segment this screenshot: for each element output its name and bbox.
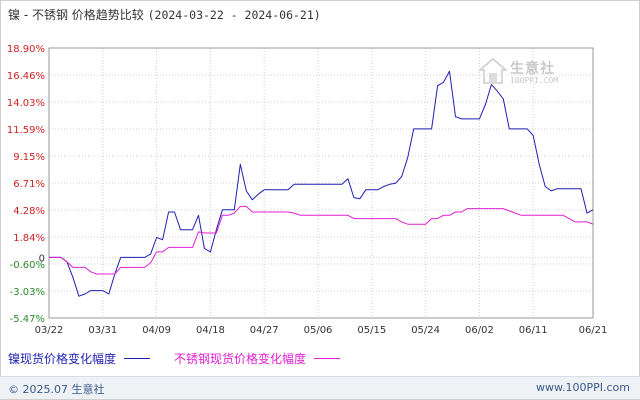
- y-tick-label: 14.03%: [7, 98, 45, 109]
- footer-site-link[interactable]: www.100PPI.com: [536, 381, 630, 394]
- footer-bar: © 2025.07 生意社 www.100PPI.com: [0, 376, 640, 399]
- y-tick-label: 1.84%: [13, 233, 45, 244]
- y-tick-label: 16.46%: [7, 71, 45, 82]
- series-line-nickel: [49, 70, 594, 297]
- chart-date-range: (2024-03-22 - 2024-06-21): [147, 8, 321, 22]
- x-axis-ticks: 03/22 03/31 04/09 04/18 04/27 05/06 05/15 05/24…: [35, 325, 608, 336]
- x-tick-label: 06/02: [465, 325, 494, 336]
- house-logo-icon: [478, 58, 508, 84]
- footer-copyright: © 2025.07 生意社: [8, 383, 105, 396]
- axes: [48, 47, 594, 319]
- plot-area-border: [48, 47, 594, 319]
- y-tick-label: 0: [39, 253, 45, 264]
- x-tick-label: 06/21: [579, 325, 608, 336]
- x-tick-label: 05/06: [304, 325, 333, 336]
- x-tick-label: 03/22: [35, 325, 64, 336]
- watermark-url: 100PPI.COM: [510, 76, 559, 85]
- chart-title-text: 镍 - 不锈钢 价格趋势比较: [8, 8, 144, 22]
- legend-swatch-nickel: [124, 357, 151, 359]
- series-lines: [49, 70, 594, 297]
- y-tick-label: -0.60%: [10, 260, 45, 271]
- grid-lines: [48, 47, 594, 319]
- y-axis-ticks: 18.90% 16.46% 14.03% 11.59% 9.15% 6.71% 4.28% 1…: [7, 44, 45, 325]
- watermark-logo: 生意社 100PPI.COM: [478, 54, 578, 94]
- watermark-text: 生意社: [510, 61, 555, 77]
- legend-item-stainless: 不锈钢现货价格变化幅度: [174, 350, 341, 367]
- y-tick-label: 6.71%: [13, 179, 45, 190]
- x-tick-label: 03/31: [88, 325, 117, 336]
- x-tick-label: 04/27: [250, 325, 279, 336]
- y-tick-label: 9.15%: [13, 152, 45, 163]
- legend-swatch-stainless: [314, 357, 341, 359]
- y-tick-label: 11.59%: [7, 125, 45, 136]
- x-tick-label: 05/15: [357, 325, 386, 336]
- x-tick-label: 04/18: [196, 325, 225, 336]
- legend: 镍现货价格变化幅度 不锈钢现货价格变化幅度: [8, 350, 354, 366]
- legend-label-nickel: 镍现货价格变化幅度: [8, 351, 117, 366]
- y-tick-label: -3.03%: [10, 287, 45, 298]
- x-tick-label: 04/09: [142, 325, 171, 336]
- legend-item-nickel: 镍现货价格变化幅度: [8, 350, 151, 367]
- y-tick-label: 18.90%: [7, 44, 45, 55]
- x-tick-label: 06/11: [519, 325, 548, 336]
- x-tick-label: 05/24: [411, 325, 440, 336]
- legend-label-stainless: 不锈钢现货价格变化幅度: [174, 351, 307, 366]
- y-tick-label: -5.47%: [10, 314, 45, 325]
- chart-title: 镍 - 不锈钢 价格趋势比较 (2024-03-22 - 2024-06-21): [8, 6, 321, 23]
- y-tick-label: 4.28%: [13, 206, 45, 217]
- series-line-stainless: [49, 205, 594, 275]
